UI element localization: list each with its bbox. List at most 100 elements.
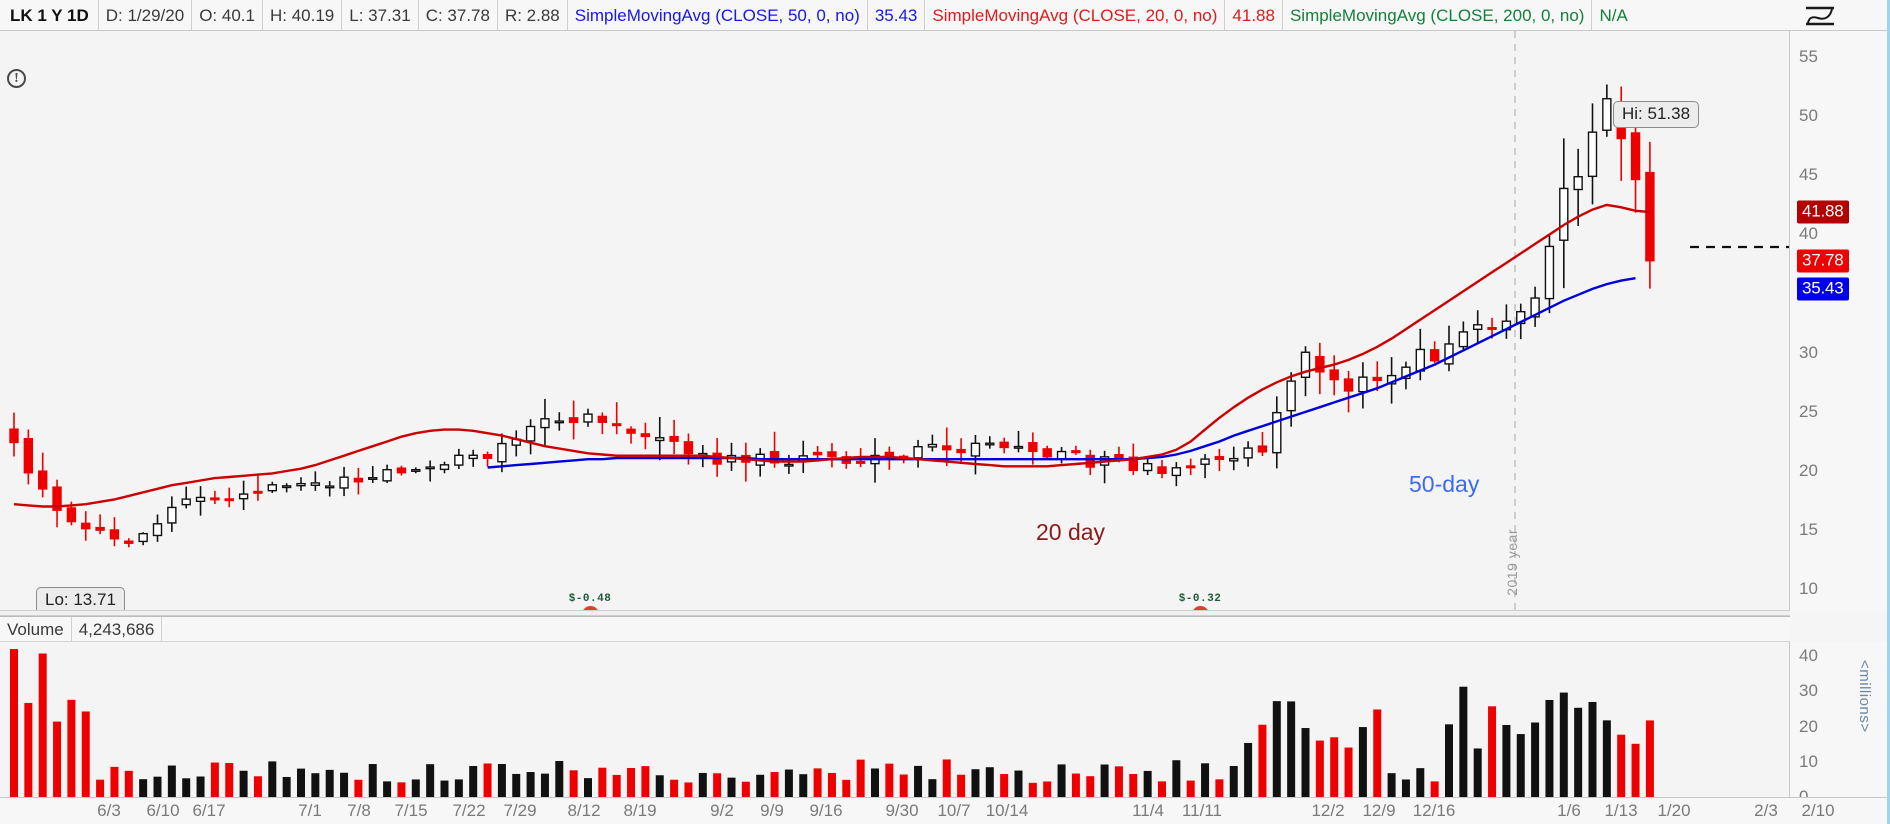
candle [439,461,450,474]
quote-header: LK 1 Y 1D D: 1/29/20 O: 40.1 H: 40.19 L:… [0,0,1887,31]
volume-bar [1301,728,1310,797]
candle [554,412,564,431]
volume-bar [1459,686,1468,797]
candle [1071,445,1081,455]
candle [95,514,105,535]
candle [927,434,938,452]
volume-bar [942,759,951,797]
volume-chart-pane[interactable] [0,642,1790,797]
volume-bar [526,772,535,797]
volume-bar [727,777,736,797]
volume-bar [1172,760,1181,797]
study-sma50-label[interactable]: SimpleMovingAvg (CLOSE, 50, 0, no) [568,0,868,30]
volume-bar [569,770,578,797]
candle [812,446,823,459]
candle [655,416,665,461]
volume-bar [426,764,435,797]
volume-plot [10,649,1654,797]
volume-tick: 40 [1799,646,1818,666]
candle [267,481,277,493]
volume-label[interactable]: Volume [0,617,72,641]
candle [296,477,306,491]
candle [683,433,694,465]
volume-bar [957,774,966,797]
field-high: H: 40.19 [263,0,343,30]
sma50-line [487,277,1636,469]
volume-bar [1602,720,1611,797]
candle [238,480,249,510]
ma50-annotation: 50-day [1409,471,1480,497]
alert-info-icon[interactable]: ! [7,69,26,88]
date-tick: 6/3 [97,801,121,820]
volume-bar [1186,780,1195,797]
candle [540,398,550,446]
candle [1630,121,1641,213]
candle [568,400,579,440]
candle [1559,138,1569,289]
volume-bar [110,766,119,797]
pane-splitter[interactable] [0,610,1790,616]
volume-bar [1129,774,1138,797]
dividend-amount: $-0.32 [1178,593,1222,605]
volume-axis[interactable]: 40 30 20 10 0 [1791,642,1887,806]
price-tick: 40 [1799,224,1818,244]
date-tick: 9/16 [809,801,843,820]
volume-tick: 30 [1799,681,1818,701]
date-tick: 9/2 [710,801,734,820]
date-tick: 2/3 [1754,801,1778,820]
candle [253,473,263,501]
volume-bar [325,769,334,797]
volume-bar [1387,773,1396,797]
price-plot [9,31,1789,613]
candle [1358,362,1368,409]
volume-bar [1430,781,1439,797]
price-chart-pane[interactable]: ! Hi: 51.38 Lo: 13.71 20 day 50-day 2019… [0,31,1790,613]
candle [310,471,321,491]
volume-bar [971,769,980,797]
candle [1042,445,1052,460]
candle [755,448,765,477]
candle [9,412,19,457]
volume-bar [167,765,176,797]
volume-bar [96,779,105,797]
candle [583,408,593,427]
volume-bar [1502,724,1511,797]
candle [612,402,622,435]
date-tick: 9/9 [760,801,784,820]
volume-bar [340,772,349,797]
drawing-tool-icon[interactable] [1800,2,1840,28]
volume-bar [1100,764,1109,797]
candle [353,467,364,495]
candle [1645,141,1655,289]
candle [1171,462,1182,487]
candle [1501,304,1512,339]
candle [411,467,421,474]
symbol-label[interactable]: LK 1 Y 1D [0,0,99,30]
volume-bar [871,768,879,797]
volume-bar [1287,701,1296,797]
volume-header: Volume 4,243,686 [0,616,1790,642]
volume-bar [196,776,205,797]
date-axis[interactable]: 6/3 6/10 6/17 7/1 7/8 7/15 7/22 7/29 8/12 8/19 9/2… [0,797,1887,824]
candle [1372,361,1382,392]
candle [1229,446,1239,471]
dividend-amount: $-0.48 [568,593,612,605]
candle [741,442,751,482]
volume-bar [1473,748,1482,797]
candle [1200,454,1210,479]
volume-bar [383,781,392,797]
candle [999,437,1009,454]
volume-bar [1258,724,1267,797]
date-tick: 1/6 [1557,801,1581,820]
date-tick: 12/9 [1362,801,1396,820]
study-sma200-label[interactable]: SimpleMovingAvg (CLOSE, 200, 0, no) [1283,0,1593,30]
volume-bar [928,779,937,797]
volume-bar [1358,727,1367,797]
candle [1214,448,1225,472]
study-sma20-label[interactable]: SimpleMovingAvg (CLOSE, 20, 0, no) [925,0,1226,30]
volume-bar [1416,768,1425,797]
volume-bar [770,772,779,797]
price-tick: 45 [1799,165,1818,185]
